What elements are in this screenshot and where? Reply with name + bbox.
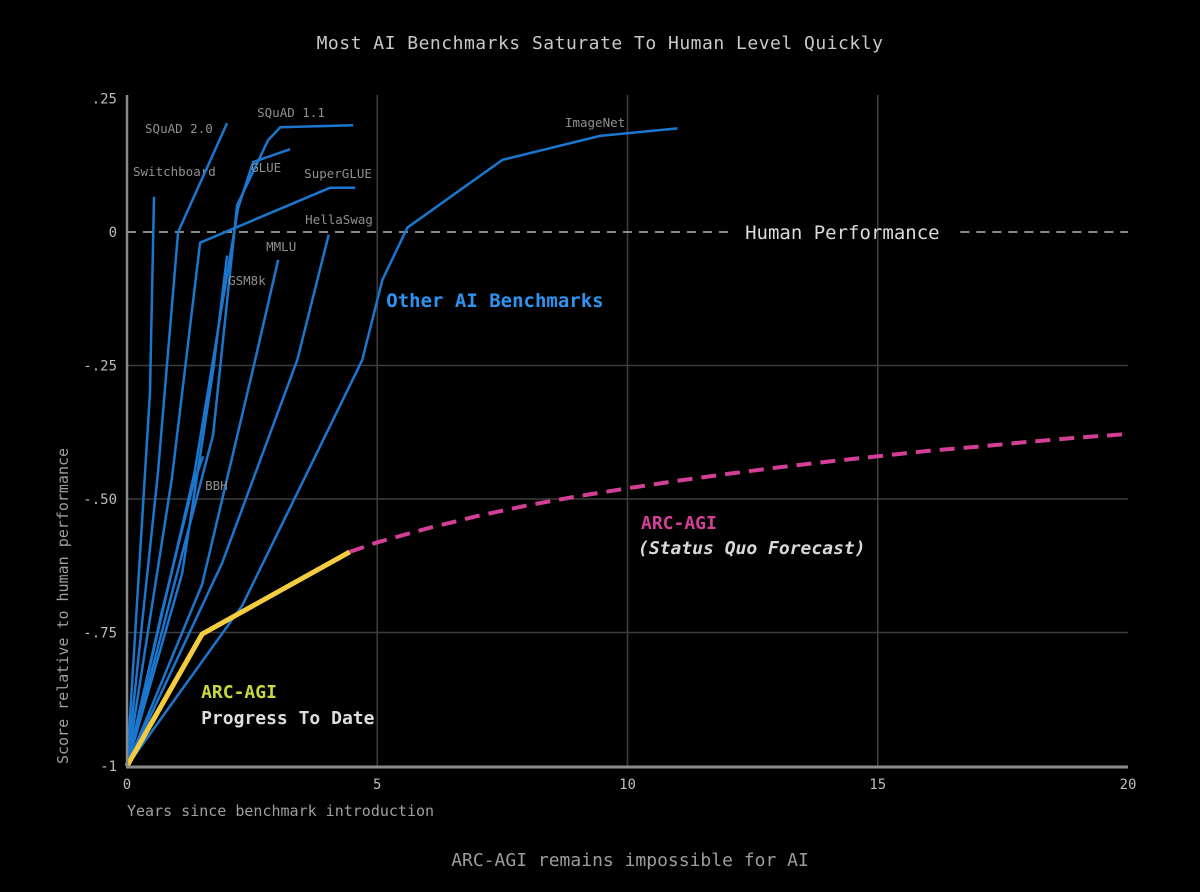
arc-agi-progress-label: ARC-AGI <box>201 682 277 703</box>
chart-title: Most AI Benchmarks Saturate To Human Lev… <box>316 33 884 54</box>
benchmark-label: HellaSwag <box>305 212 373 227</box>
other-ai-benchmarks-label: Other AI Benchmarks <box>386 290 603 312</box>
benchmark-label: MMLU <box>266 239 296 254</box>
benchmark-label: GSM8k <box>228 273 266 288</box>
benchmark-line-imagenet <box>125 127 678 767</box>
benchmark-line-mmlu <box>125 259 280 767</box>
y-tick-label: -.50 <box>83 492 117 508</box>
arc-agi-forecast-line <box>349 431 1129 554</box>
x-axis-label: Years since benchmark introduction <box>127 802 435 820</box>
x-tick-label: 5 <box>373 777 381 793</box>
benchmark-label: SuperGLUE <box>304 166 372 181</box>
benchmark-line-squad-1-1 <box>125 123 354 767</box>
y-tick-label: .25 <box>92 92 117 108</box>
human-performance-label: Human Performance <box>745 222 939 244</box>
benchmark-line-superglue <box>125 186 356 767</box>
arc-agi-progress-sublabel: Progress To Date <box>201 708 375 729</box>
benchmark-line-switchboard <box>125 196 156 767</box>
benchmark-line-hellaswag <box>125 234 330 767</box>
arc-agi-progress-line <box>124 549 351 768</box>
benchmark-label: GLUE <box>251 160 281 175</box>
y-tick-label: -.75 <box>83 626 117 642</box>
y-tick-label: 0 <box>109 225 117 241</box>
y-tick-label: -1 <box>100 759 117 775</box>
y-axis-label: Score relative to human performance <box>54 447 72 765</box>
benchmark-line-bbh <box>125 455 205 767</box>
x-tick-label: 10 <box>619 777 636 793</box>
arc-agi-forecast-label: ARC-AGI <box>641 513 717 534</box>
benchmark-label: ImageNet <box>565 115 625 130</box>
benchmark-label: Switchboard <box>133 164 216 179</box>
x-tick-label: 0 <box>123 777 131 793</box>
chart-caption: ARC-AGI remains impossible for AI <box>451 850 809 871</box>
benchmark-line-squad-2-0 <box>125 122 229 767</box>
arc-agi-forecast-sublabel: (Status Quo Forecast) <box>638 538 866 559</box>
benchmark-label: SQuAD 2.0 <box>145 121 213 136</box>
x-tick-label: 15 <box>869 777 886 793</box>
x-tick-label: 20 <box>1120 777 1137 793</box>
benchmark-label: BBH <box>205 478 228 493</box>
benchmark-label: SQuAD 1.1 <box>257 105 325 120</box>
y-tick-label: -.25 <box>83 359 117 375</box>
